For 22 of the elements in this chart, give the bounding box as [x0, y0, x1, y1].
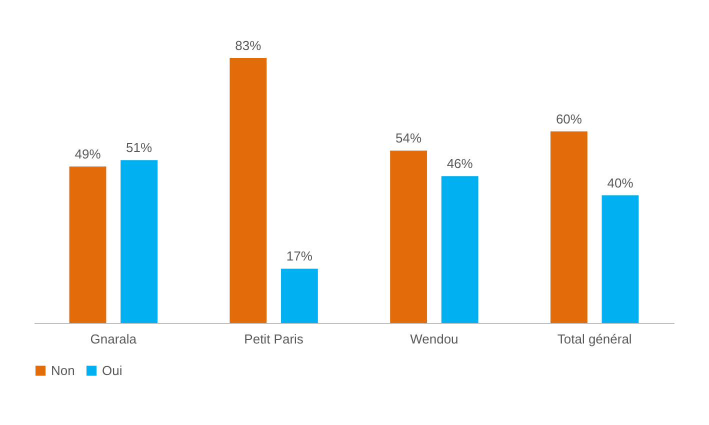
bar — [602, 195, 639, 323]
data-label: 60% — [556, 111, 582, 126]
legend-label: Non — [51, 362, 75, 378]
data-label: 40% — [607, 175, 634, 190]
x-tick-label: Total général — [557, 332, 632, 346]
legend-label: Oui — [102, 362, 122, 378]
data-label: 51% — [126, 140, 152, 156]
bar — [280, 268, 318, 323]
bar — [550, 131, 588, 323]
x-tick-label: Wendou — [410, 332, 458, 346]
data-label: 49% — [74, 146, 102, 162]
data-label: 46% — [446, 156, 474, 172]
data-label: 17% — [286, 248, 313, 264]
bar — [230, 58, 267, 323]
data-label: 54% — [396, 130, 422, 146]
x-tick-label: Gnarala — [90, 332, 138, 346]
data-label: 83% — [235, 38, 262, 53]
bar — [120, 160, 158, 323]
bar — [441, 176, 478, 323]
x-tick-label: Petit Paris — [244, 332, 304, 346]
bar — [390, 150, 428, 323]
bar — [69, 166, 106, 323]
